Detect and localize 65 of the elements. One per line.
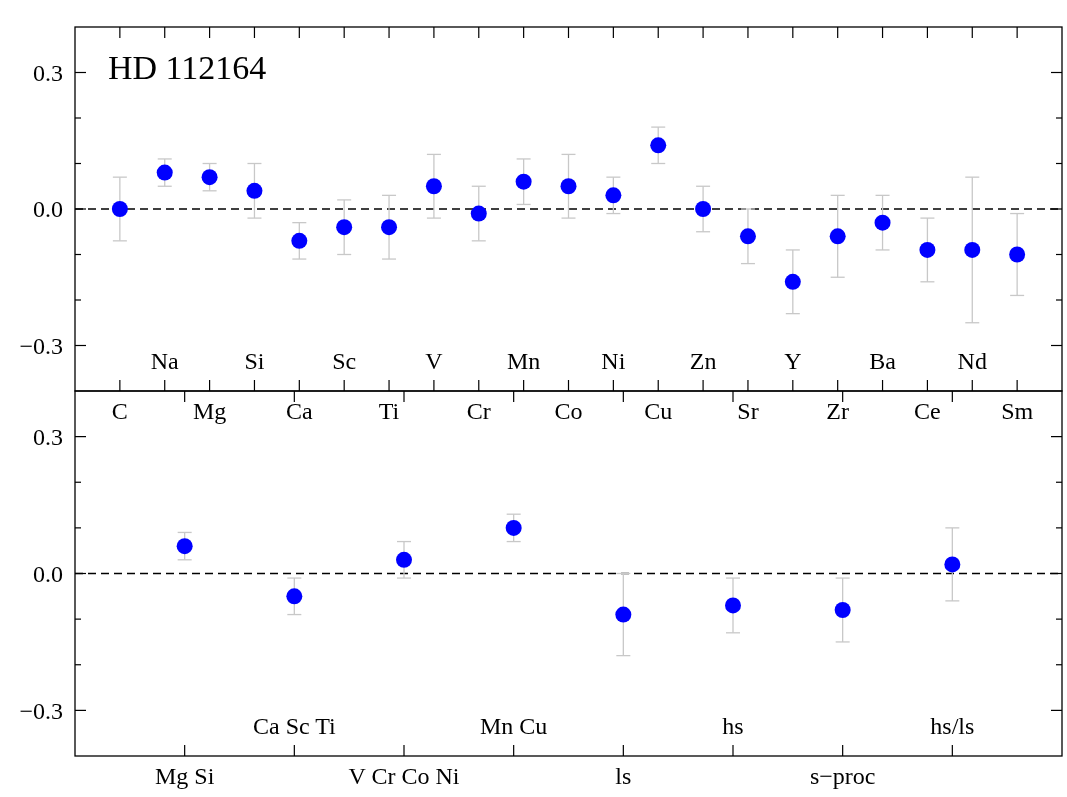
point <box>515 173 532 190</box>
point <box>396 551 412 568</box>
point <box>739 228 756 245</box>
x-tick-label: Cr <box>466 398 491 424</box>
point <box>470 205 487 222</box>
point <box>829 228 846 245</box>
x-tick-label: Sc <box>332 348 357 374</box>
point <box>286 588 303 605</box>
point <box>784 273 801 290</box>
point <box>176 538 193 555</box>
point <box>111 201 128 217</box>
point <box>246 182 263 199</box>
point <box>425 178 442 195</box>
y-tick-label: 0.3 <box>33 59 63 86</box>
x-tick-label: Na <box>150 348 180 374</box>
x-tick-label: Cu <box>644 398 673 424</box>
x-tick-label: V <box>425 348 444 374</box>
point <box>834 602 851 618</box>
y-tick-label: −0.3 <box>19 332 63 359</box>
y-tick-label: −0.3 <box>19 697 63 724</box>
x-tick-label: Ti <box>378 398 400 424</box>
point <box>505 519 522 536</box>
point <box>291 232 308 249</box>
x-tick-label: Ba <box>869 348 897 374</box>
x-tick-label: Ca Sc Ti <box>252 713 337 739</box>
point <box>336 219 353 236</box>
y-tick-label: 0.3 <box>33 424 63 451</box>
point <box>560 178 577 195</box>
x-tick-label: ls <box>615 763 632 789</box>
point <box>964 241 981 258</box>
x-tick-label: Zn <box>689 348 717 374</box>
point <box>615 606 632 623</box>
x-tick-label: hs <box>722 713 744 739</box>
x-tick-label: C <box>111 398 128 424</box>
x-tick-label: Sr <box>737 398 759 424</box>
point <box>201 169 218 186</box>
text: HD 112164 <box>108 49 267 86</box>
point <box>874 214 891 231</box>
point <box>605 187 622 204</box>
x-tick-label: s−proc <box>809 763 876 789</box>
point <box>156 164 173 181</box>
x-tick-label: Y <box>784 348 802 374</box>
y-tick-label: 0.0 <box>33 196 63 223</box>
point <box>650 137 667 154</box>
point <box>919 241 936 258</box>
x-tick-label: Mg Si <box>154 763 215 789</box>
x-tick-label: Si <box>244 348 265 374</box>
x-tick-label: Zr <box>826 398 850 424</box>
point <box>725 597 741 614</box>
point <box>1009 246 1026 263</box>
x-tick-label: Mn Cu <box>479 713 548 739</box>
x-tick-label: Ca <box>285 398 313 424</box>
x-tick-label: hs/ls <box>930 713 975 739</box>
x-tick-label: Ni <box>601 348 626 374</box>
point <box>381 219 398 236</box>
x-tick-label: Nd <box>957 348 987 374</box>
x-tick-label: Co <box>554 398 583 424</box>
x-tick-label: Mn <box>506 348 541 374</box>
point <box>695 201 712 217</box>
point <box>944 556 961 573</box>
x-tick-label: V Cr Co Ni <box>348 763 460 789</box>
x-tick-label: Ce <box>914 398 941 424</box>
x-tick-label: Sm <box>1001 398 1034 424</box>
x-tick-label: Mg <box>192 398 227 424</box>
y-tick-label: 0.0 <box>33 560 63 587</box>
